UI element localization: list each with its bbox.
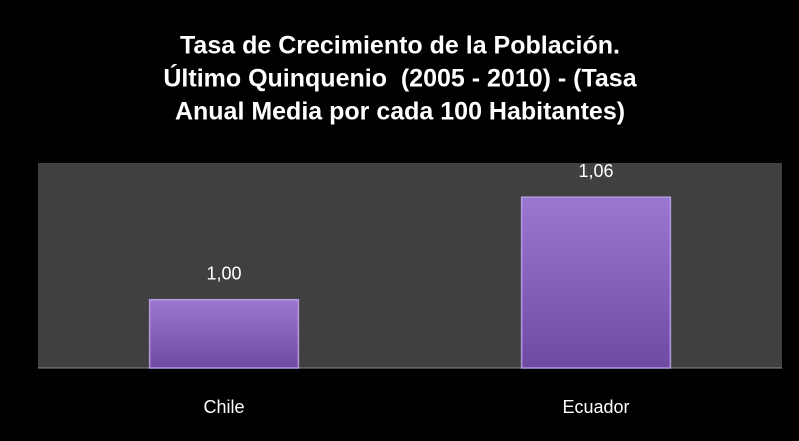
bar [148, 298, 300, 369]
chart-title: Último Quinquenio (2005 - 2010) - (Tasa [163, 63, 637, 93]
data-label: 1,06 [578, 161, 613, 181]
bar [520, 196, 672, 369]
x-tick-label: Ecuador [562, 397, 629, 417]
chart-title: Anual Media por cada 100 Habitantes) [175, 98, 625, 126]
x-tick-label: Chile [203, 397, 244, 417]
data-label: 1,00 [206, 263, 241, 283]
chart-title: Tasa de Crecimiento de la Población. [180, 32, 620, 60]
